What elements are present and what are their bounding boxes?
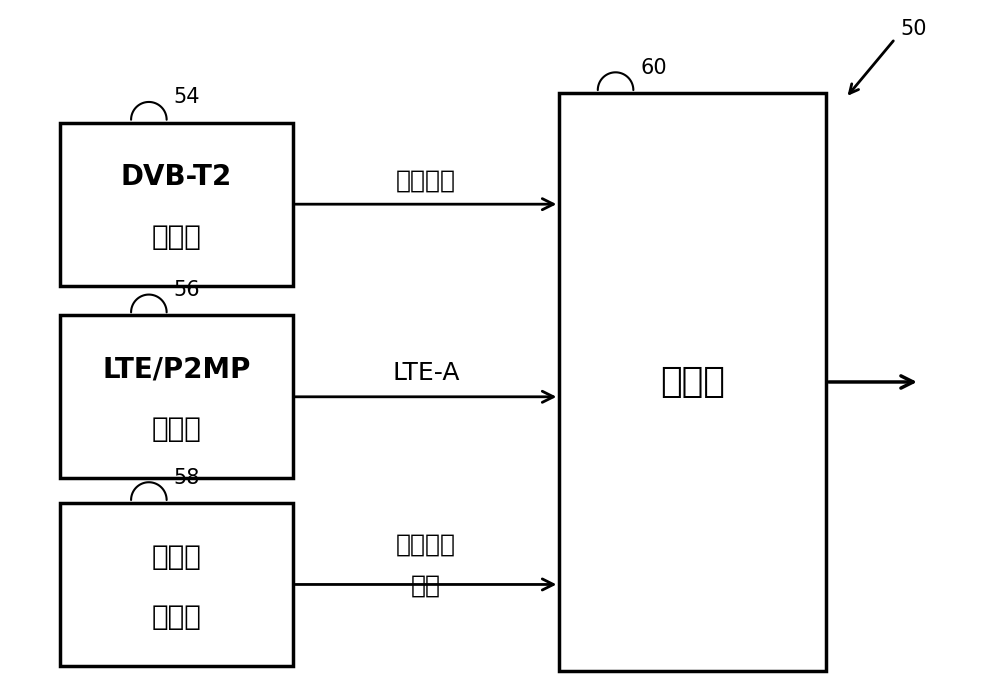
Text: 复用器: 复用器 [660,365,725,399]
Text: LTE/P2MP: LTE/P2MP [102,355,251,383]
Text: 信号: 信号 [411,573,441,597]
Text: 数据源: 数据源 [152,603,201,631]
Text: 54: 54 [174,87,200,107]
Text: 交叉衰落: 交叉衰落 [396,533,456,557]
Text: 调制器: 调制器 [152,223,201,251]
Text: LTE-A: LTE-A [392,361,460,385]
Bar [559,93,826,671]
Bar [60,316,293,478]
Bar [60,122,293,286]
Text: 结构化: 结构化 [152,543,201,571]
Text: 60: 60 [640,58,667,78]
Bar [60,503,293,666]
Text: 数字视频: 数字视频 [396,169,456,192]
Text: 50: 50 [900,19,927,39]
Text: 调制器: 调制器 [152,415,201,443]
Text: DVB-T2: DVB-T2 [121,163,232,190]
Text: 58: 58 [174,468,200,488]
Text: 56: 56 [174,280,200,300]
